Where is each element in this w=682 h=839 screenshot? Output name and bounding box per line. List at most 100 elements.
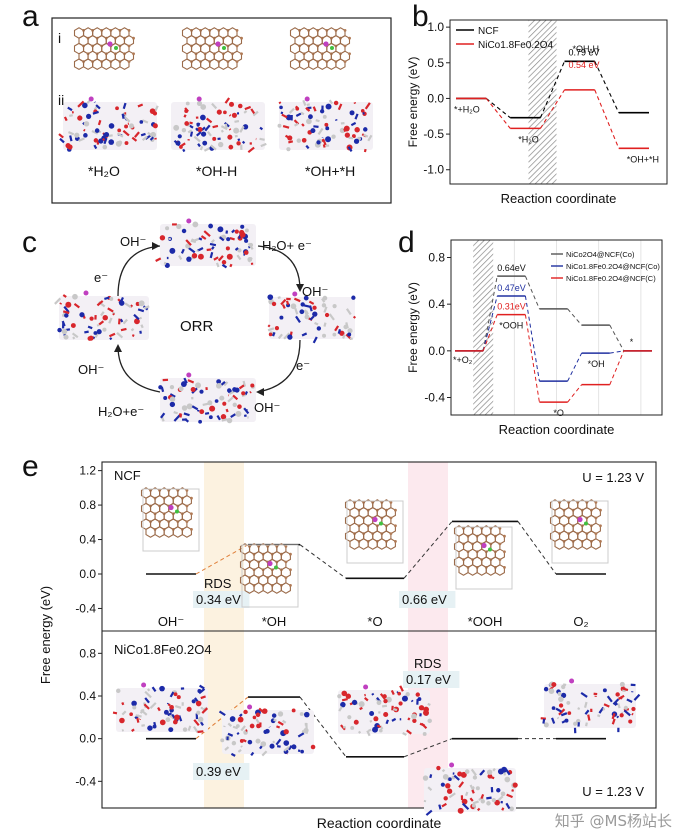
d-legend-label-1: NiCo1.8Fe0.2O4@NCF(Co): [566, 262, 660, 271]
arrow-head-4: [114, 344, 122, 352]
d-connector-2-2: [524, 314, 540, 403]
e-top-barrier-1: 0.34 eV: [196, 592, 241, 607]
e-bottom-barrier-1-box: [403, 671, 460, 688]
d-legend-label-0: NiCo2O4@NCF(Co): [566, 250, 635, 259]
graphene-model-1: [73, 27, 135, 71]
e-top-rds: RDS: [204, 576, 232, 591]
e-bottom-condition: U = 1.23 V: [582, 784, 644, 799]
e-bottom-structure-2: [337, 684, 432, 737]
b-axes-frame: [449, 19, 668, 185]
d-state-label-3: *OH: [588, 359, 605, 369]
orr-model-bottom: [158, 372, 256, 424]
b-state-label-2: *OH-H: [573, 44, 600, 54]
d-xlabel: Reaction coordinate: [499, 422, 615, 437]
d-connector-1-3: [567, 352, 583, 382]
e-bottom-structure-4: [540, 678, 641, 734]
d-annotation-0: 0.64eV: [497, 263, 526, 273]
d-state-label-2: *O: [553, 408, 564, 418]
b-annotation-2: 0.54 eV: [569, 60, 600, 70]
panel-a-label-1: *H₂O: [88, 163, 120, 179]
e-top-ytick-label: 0.8: [79, 498, 96, 512]
e-top-barrier-1-box: [193, 591, 250, 608]
e-top-connector-1: [195, 544, 249, 575]
b-legend-label-1: NiCo1.8Fe0.2O4: [478, 40, 553, 51]
b-connector-0-1: [485, 98, 511, 119]
b-annotation-1: 0.79 eV: [569, 47, 600, 57]
e-top-structure-frame-1: [241, 544, 299, 608]
b-state-label-0: *+H₂O: [454, 104, 480, 114]
e-state-label-3: *OOH: [468, 614, 503, 629]
e-bottom-title: NiCo1.8Fe0.2O4: [114, 642, 212, 657]
arrow-head-1: [152, 242, 160, 250]
e-bottom-ytick-label: -0.4: [75, 774, 96, 788]
crystal-model-2: [171, 96, 267, 154]
e-bottom-rds: RDS: [414, 656, 442, 671]
e-rds-band-2: [408, 462, 448, 808]
e-top-structure-0: [140, 487, 193, 538]
e-top-structure-4: [549, 499, 602, 550]
panel-c-label-4: e⁻: [296, 358, 311, 373]
cycle-arrow-bottom-right: [257, 339, 301, 393]
e-top-structure-1: [239, 543, 292, 594]
panel-c-label-7: OH⁻: [78, 362, 105, 377]
panel-a-label-3: *OH+*H: [305, 163, 356, 179]
d-connector-0-4: [609, 324, 625, 352]
e-state-label-1: *OH: [262, 614, 287, 629]
panel-c-label-1: OH⁻: [120, 234, 147, 249]
d-connector-0-3: [567, 308, 582, 326]
b-ytick-label: 0.5: [427, 56, 444, 70]
e-top-barrier-2-box: [399, 591, 456, 608]
e-top-ytick-label: -0.4: [75, 601, 96, 615]
panel-c-label-5: OH⁻: [254, 400, 281, 415]
e-bottom-ytick-label: 0.0: [79, 732, 96, 746]
d-hatched-region: [473, 240, 494, 415]
cycle-arrow-bottom-left: [117, 345, 161, 393]
b-ytick-label: 1.0: [427, 20, 444, 34]
panel-d-letter: d: [398, 226, 415, 259]
e-state-label-0: OH⁻: [158, 614, 184, 629]
e-top-structure-frame-4: [551, 500, 609, 564]
e-top-structure-3: [453, 525, 506, 576]
b-hatched-region: [528, 20, 557, 184]
b-ytick-label: -0.5: [423, 127, 444, 141]
e-top-structure-frame-0: [142, 488, 200, 552]
e-bottom-connector-3: [403, 738, 453, 758]
e-bottom-barrier-2-box: [193, 763, 250, 780]
e-rds-band-1: [204, 462, 244, 808]
watermark: 知乎 @MS杨站长: [554, 812, 672, 830]
panel-c-label-8: e⁻: [94, 270, 109, 285]
d-state-label-4: *: [630, 337, 634, 347]
d-annotation-2: 0.31eV: [497, 302, 526, 312]
e-state-label-4: O₂: [573, 614, 588, 629]
b-ytick-label: -1.0: [423, 163, 444, 177]
d-connector-0-1: [482, 276, 498, 351]
e-top-connector-4: [517, 521, 557, 575]
e-bottom-ytick-label: 0.4: [79, 689, 96, 703]
d-axes-frame: [450, 239, 663, 416]
e-axes-frame: [101, 461, 657, 809]
d-connector-0-2: [524, 275, 540, 310]
d-connector-2-4: [609, 350, 625, 385]
e-bottom-connector-2: [299, 696, 347, 758]
d-ytick-label: 0.4: [428, 297, 445, 311]
arrow-head-2: [296, 284, 304, 292]
e-bottom-structure-0: [112, 682, 209, 734]
b-state-label-3: *OH+*H: [627, 154, 659, 164]
b-ytick-label: 0.0: [427, 91, 444, 105]
panel-c-letter: c: [22, 226, 37, 259]
b-ylabel: Free energy (eV): [406, 57, 420, 148]
e-top-structure-2: [344, 499, 397, 550]
panel-c-label-6: H₂O+e⁻: [98, 404, 145, 419]
b-legend-label-0: NCF: [478, 26, 499, 37]
panel-a-row-ii: ii: [58, 92, 65, 108]
e-top-ytick-label: 0.0: [79, 567, 96, 581]
panel-c-label-2: H₂O+ e⁻: [262, 238, 312, 253]
e-state-label-2: *O: [367, 614, 382, 629]
b-state-label-1: *H₂O: [518, 134, 539, 144]
panel-b-letter: b: [412, 0, 429, 33]
e-top-structure-frame-2: [346, 500, 404, 564]
orr-model-left: [54, 290, 150, 341]
